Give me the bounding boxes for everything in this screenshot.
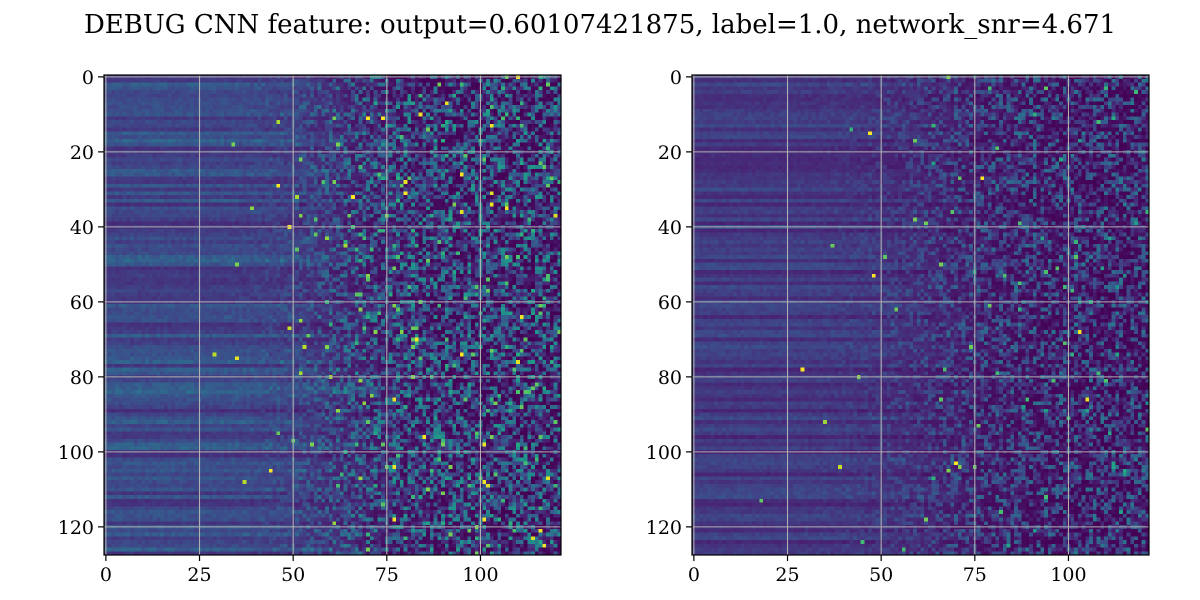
- x-tick-label: 0: [100, 564, 112, 586]
- heatmap-image: [692, 75, 1149, 555]
- heatmap-image: [104, 75, 561, 555]
- x-tick-label: 50: [281, 564, 305, 586]
- x-tick-label: 25: [187, 564, 211, 586]
- x-tick-label: 75: [375, 564, 399, 586]
- y-tick-label: 120: [646, 517, 682, 539]
- x-tick-label: 25: [775, 564, 799, 586]
- y-tick-label: 0: [82, 67, 94, 89]
- y-tick-label: 40: [70, 217, 94, 239]
- y-tick-label: 20: [70, 142, 94, 164]
- figure-title: DEBUG CNN feature: output=0.60107421875,…: [84, 10, 1116, 40]
- y-tick-label: 80: [658, 367, 682, 389]
- x-tick-label: 100: [462, 564, 498, 586]
- x-tick-label: 0: [688, 564, 700, 586]
- x-tick-label: 50: [869, 564, 893, 586]
- axes-frame: [103, 74, 562, 556]
- y-tick-label: 60: [658, 292, 682, 314]
- heatmap-panel-left: 0 25 50 75 100 0 20 40 60 80 100 120: [58, 67, 562, 586]
- heatmap-panels: 0 25 50 75 100 0 20 40 60 80 100 120 0 25 50 75 100 0 20 40…: [58, 67, 1150, 586]
- x-tick-label: 75: [963, 564, 987, 586]
- y-tick-label: 20: [658, 142, 682, 164]
- y-tick-label: 80: [70, 367, 94, 389]
- y-tick-label: 100: [58, 442, 94, 464]
- heatmap-panel-right: 0 25 50 75 100 0 20 40 60 80 100 120: [646, 67, 1150, 586]
- y-tick-label: 120: [58, 517, 94, 539]
- y-tick-label: 60: [70, 292, 94, 314]
- y-tick-label: 100: [646, 442, 682, 464]
- x-tick-label: 100: [1050, 564, 1086, 586]
- axes-frame: [691, 74, 1150, 556]
- y-tick-label: 0: [670, 67, 682, 89]
- y-tick-label: 40: [658, 217, 682, 239]
